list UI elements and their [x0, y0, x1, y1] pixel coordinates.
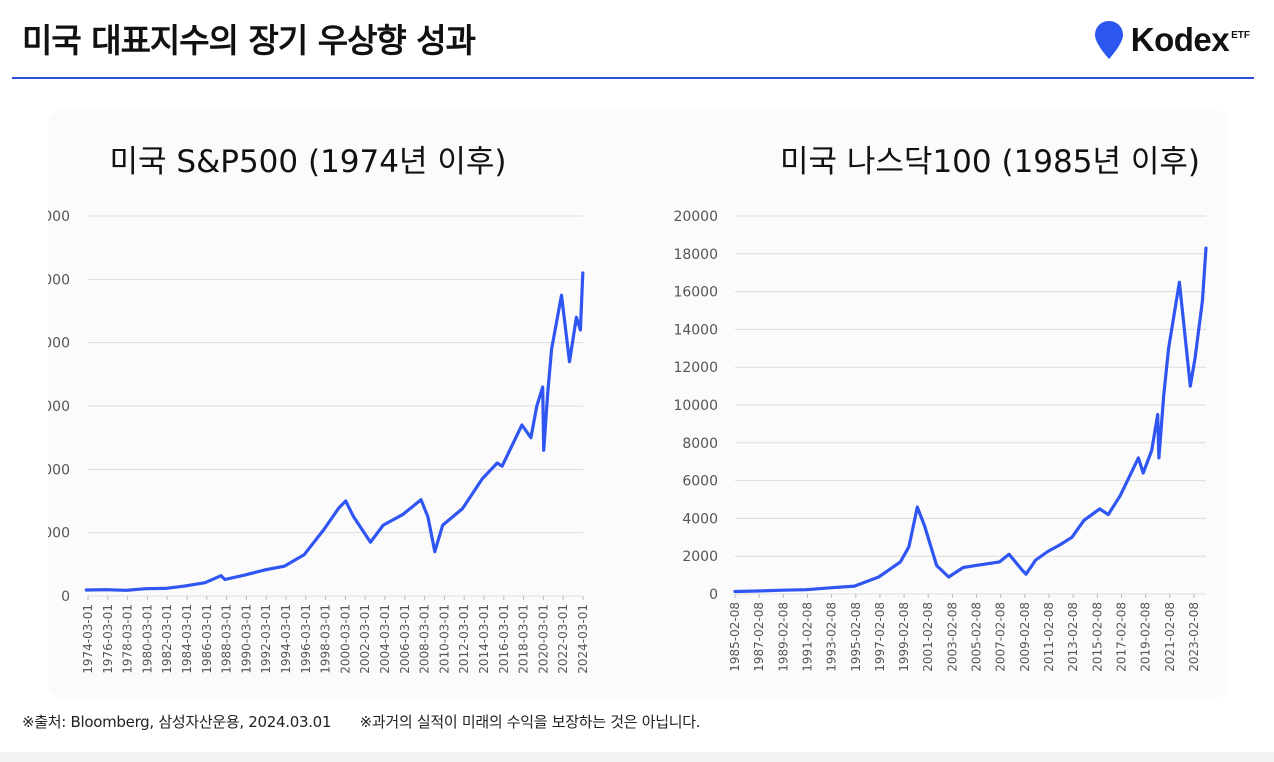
y-tick-label: 3000	[48, 399, 70, 415]
y-tick-label: 1000	[48, 526, 70, 542]
x-tick-label: 2020-03-01	[536, 604, 550, 674]
sp500-chart-svg: 미국 S&P500 (1974년 이후) 0 1000 2000 3000 4000 500…	[48, 144, 590, 674]
x-tick-label: 2018-03-01	[517, 604, 531, 674]
x-tick-label: 1984-03-01	[180, 604, 194, 674]
disclaimer-note: ※과거의 실적이 미래의 수익을 보장하는 것은 아닙니다.	[359, 713, 701, 731]
x-tick-label: 2017-02-08	[1114, 602, 1128, 672]
x-tick-label: 2019-02-08	[1139, 602, 1153, 672]
header-divider	[12, 77, 1254, 79]
y-tick-label: 0	[61, 589, 70, 605]
y-tick-label: 18000	[673, 247, 718, 263]
x-tick-label: 1974-03-01	[81, 604, 95, 674]
chart-title: 미국 S&P500 (1974년 이후)	[110, 144, 507, 180]
x-tick-label: 2024-03-01	[576, 604, 590, 674]
x-tick-label: 2002-03-01	[358, 604, 372, 674]
brand-sub: ETF	[1231, 30, 1250, 41]
y-tick-label: 2000	[48, 462, 70, 478]
nasdaq100-chart: 미국 나스닥100 (1985년 이후) 0 2000 4000 6000 8000 100…	[638, 110, 1228, 698]
x-tick-label: 2007-02-08	[994, 602, 1008, 672]
y-tick-label: 2000	[682, 549, 718, 565]
x-tick-label: 2004-03-01	[378, 604, 392, 674]
x-tick-label: 1989-02-08	[776, 602, 790, 672]
x-tick-label: 1993-02-08	[825, 602, 839, 672]
sp500-chart: 미국 S&P500 (1974년 이후) 0 1000 2000 3000 4000 500…	[48, 110, 638, 698]
x-tick-label: 2000-03-01	[338, 604, 352, 674]
x-tick-label: 1976-03-01	[101, 604, 115, 674]
x-tick-label: 1988-03-01	[220, 604, 234, 674]
x-tick-label: 1978-03-01	[121, 604, 135, 674]
x-tick-label: 2023-02-08	[1187, 602, 1201, 672]
footer: ※출처: Bloomberg, 삼성자산운용, 2024.03.01 ※과거의 …	[22, 711, 724, 732]
location-pin-icon	[1094, 21, 1123, 59]
source-note: ※출처: Bloomberg, 삼성자산운용, 2024.03.01	[22, 713, 332, 731]
x-tick-label: 1980-03-01	[140, 604, 154, 674]
x-tick-label: 2006-03-01	[398, 604, 412, 674]
y-tick-label: 12000	[673, 360, 718, 376]
y-tick-label: 4000	[682, 511, 718, 527]
y-tick-label: 14000	[673, 322, 718, 338]
x-tick-label: 2010-03-01	[437, 604, 451, 674]
x-tick-label: 1990-03-01	[239, 604, 253, 674]
x-tick-label: 2005-02-08	[970, 602, 984, 672]
x-tick-label: 1999-02-08	[897, 602, 911, 672]
page-title: 미국 대표지수의 장기 우상향 성과	[22, 21, 476, 60]
y-tick-label: 10000	[673, 398, 718, 414]
x-tick-label: 1982-03-01	[160, 604, 174, 674]
x-tick-label: 2008-03-01	[418, 604, 432, 674]
y-tick-label: 0	[709, 587, 718, 603]
series-line	[84, 271, 585, 592]
x-tick-label: 2014-03-01	[477, 604, 491, 674]
brand-name: Kodex	[1130, 21, 1230, 58]
x-tick-label: 1995-02-08	[849, 602, 863, 672]
y-tick-label: 4000	[48, 336, 70, 352]
x-tick-label: 2001-02-08	[921, 602, 935, 672]
x-tick-label: 2015-02-08	[1090, 602, 1104, 672]
footer-bar	[0, 752, 1274, 762]
y-tick-label: 5000	[48, 272, 70, 288]
x-tick-label: 2003-02-08	[945, 602, 959, 672]
x-tick-label: 1991-02-08	[800, 602, 814, 672]
x-tick-label: 1987-02-08	[752, 602, 766, 672]
x-tick-label: 2022-03-01	[556, 604, 570, 674]
x-tick-label: 2012-03-01	[457, 604, 471, 674]
x-tick-label: 2009-02-08	[1018, 602, 1032, 672]
x-tick-label: 2016-03-01	[497, 604, 511, 674]
charts-panel: 미국 S&P500 (1974년 이후) 0 1000 2000 3000 4000 500…	[48, 110, 1228, 698]
x-tick-label: 2013-02-08	[1066, 602, 1080, 672]
nasdaq100-chart-svg: 미국 나스닥100 (1985년 이후) 0 2000 4000 6000 8000 100…	[673, 144, 1208, 672]
x-tick-label: 1997-02-08	[873, 602, 887, 672]
x-tick-label: 1992-03-01	[259, 604, 273, 674]
x-tick-label: 1994-03-01	[279, 604, 293, 674]
x-tick-label: 2021-02-08	[1163, 602, 1177, 672]
y-tick-label: 6000	[48, 209, 70, 225]
series-line	[733, 246, 1208, 594]
y-tick-label: 16000	[673, 285, 718, 301]
x-tick-label: 1986-03-01	[200, 604, 214, 674]
y-tick-label: 6000	[682, 474, 718, 490]
x-tick-label: 2011-02-08	[1042, 602, 1056, 672]
x-tick-label: 1998-03-01	[319, 604, 333, 674]
brand-logo: Kodex ETF	[1093, 20, 1250, 60]
y-tick-label: 20000	[673, 209, 718, 225]
chart-title: 미국 나스닥100 (1985년 이후)	[780, 144, 1200, 180]
y-tick-label: 8000	[682, 436, 718, 452]
x-tick-label: 1985-02-08	[728, 602, 742, 672]
x-tick-label: 1996-03-01	[299, 604, 313, 674]
